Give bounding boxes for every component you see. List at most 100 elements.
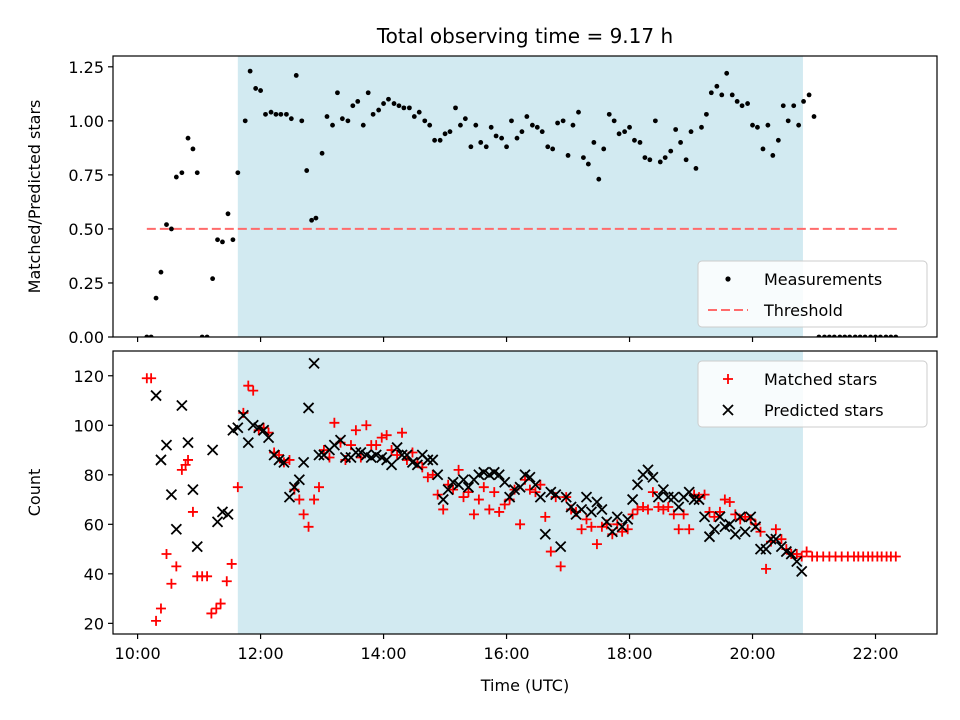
data-point: [283, 491, 296, 503]
data-point: [760, 146, 766, 152]
data-point: [411, 114, 417, 119]
data-point: [581, 155, 586, 160]
data-point: [652, 118, 658, 124]
data-point: [313, 215, 319, 221]
data-point: [392, 449, 403, 460]
data-point: [545, 144, 551, 150]
data-point: [729, 92, 735, 98]
data-point: [749, 521, 762, 533]
data-point: [247, 68, 253, 74]
data-point: [524, 114, 530, 119]
data-point: [216, 506, 229, 518]
data-point: [222, 508, 234, 521]
data-point: [565, 501, 577, 513]
data-point: [463, 487, 474, 498]
data-point: [494, 506, 505, 517]
data-point: [580, 491, 593, 503]
data-point: [770, 153, 776, 158]
data-point: [596, 176, 602, 182]
data-point: [540, 511, 551, 522]
data-point: [334, 434, 347, 446]
legend: Matched stars Predicted stars: [697, 360, 928, 428]
data-point: [350, 446, 362, 459]
data-point: [225, 211, 231, 217]
data-point: [508, 484, 521, 496]
data-point: [719, 92, 725, 98]
data-point: [437, 137, 443, 143]
data-point: [158, 269, 164, 275]
plot-area: [141, 357, 901, 626]
axes-frame: [112, 350, 938, 635]
data-point: [616, 131, 622, 137]
data-point: [432, 469, 444, 481]
data-point: [503, 491, 516, 503]
y-tick-label: 20: [84, 614, 104, 633]
data-point: [173, 174, 179, 180]
data-point: [160, 439, 173, 451]
data-point: [575, 503, 588, 516]
data-point: [673, 127, 679, 132]
data-point: [539, 528, 551, 540]
data-point: [371, 440, 382, 451]
data-point: [187, 484, 199, 496]
data-point: [427, 454, 439, 466]
data-point: [529, 122, 535, 128]
data-point: [611, 511, 623, 523]
plot-area: [144, 68, 899, 337]
data-point: [304, 168, 310, 173]
data-point: [263, 111, 268, 117]
data-point: [427, 122, 433, 128]
data-point: [462, 481, 475, 493]
data-point: [704, 111, 709, 117]
y-tick-label: 1.00: [68, 112, 104, 131]
data-point: [616, 521, 628, 533]
data-point: [164, 222, 169, 228]
data-point: [596, 503, 608, 516]
data-point: [319, 150, 325, 156]
data-point: [662, 155, 668, 160]
data-point: [220, 239, 225, 245]
data-point: [262, 432, 275, 444]
y-tick-label: 0.50: [68, 220, 104, 239]
data-point: [401, 449, 413, 461]
x-tick-label: 22:00: [852, 644, 898, 663]
data-point: [890, 551, 901, 562]
data-point: [673, 524, 684, 535]
data-point: [765, 122, 771, 128]
data-point: [235, 170, 241, 176]
data-point: [499, 135, 505, 141]
data-point: [555, 561, 566, 572]
data-point: [775, 137, 781, 143]
data-point: [422, 454, 434, 466]
data-point: [488, 124, 494, 130]
data-point: [447, 129, 453, 135]
data-point: [258, 88, 263, 93]
data-point: [166, 578, 177, 589]
data-point: [211, 516, 224, 528]
data-point: [529, 479, 542, 491]
data-point: [309, 217, 315, 223]
data-point: [699, 489, 710, 500]
data-point: [724, 497, 735, 508]
data-point: [622, 513, 634, 526]
data-point: [791, 555, 803, 568]
data-point: [601, 146, 607, 152]
data-point: [565, 153, 571, 158]
data-point: [391, 101, 397, 106]
data-point: [632, 137, 637, 143]
data-point: [182, 436, 194, 449]
data-point: [740, 511, 751, 522]
data-point: [761, 563, 772, 574]
data-point: [293, 73, 299, 78]
data-point: [734, 98, 740, 104]
data-point: [297, 456, 310, 469]
data-point: [499, 476, 511, 488]
data-point: [673, 501, 685, 513]
data-point: [458, 122, 463, 128]
data-point: [183, 454, 194, 465]
data-point: [785, 548, 797, 560]
data-point: [376, 107, 382, 113]
data-point: [293, 474, 305, 486]
data-point: [194, 170, 200, 176]
panel-2: 20 40 60 80 100 120 10:00 12:00 14:00 16:00 18:00 2…: [25, 350, 938, 695]
